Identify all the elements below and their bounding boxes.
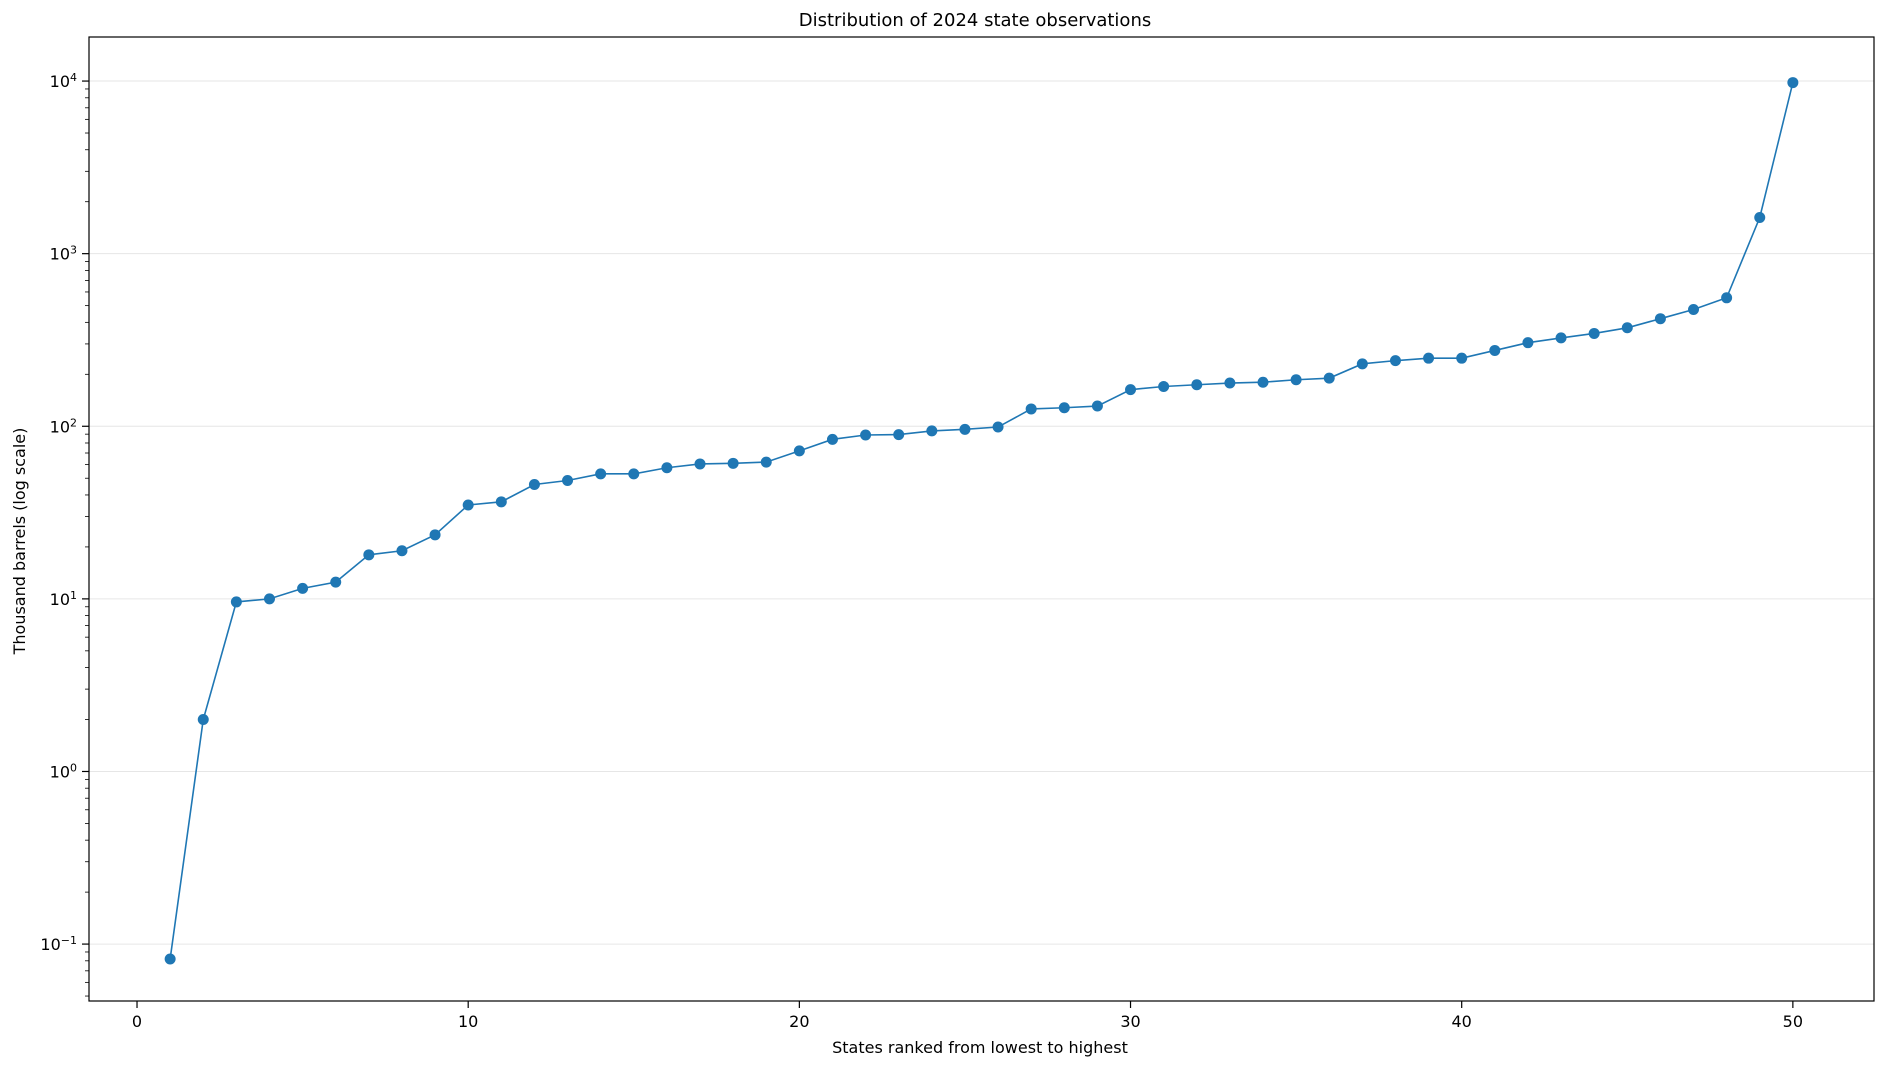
data-point <box>363 549 375 561</box>
data-point <box>793 445 805 457</box>
data-point <box>396 545 408 557</box>
x-tick-label: 10 <box>458 1012 478 1031</box>
x-tick-label: 20 <box>789 1012 809 1031</box>
data-point <box>661 462 673 474</box>
data-point <box>495 496 507 508</box>
x-axis-label: States ranked from lowest to highest <box>832 1038 1128 1057</box>
y-tick-label: 104 <box>50 71 77 92</box>
data-point <box>1688 303 1700 315</box>
data-point <box>1356 358 1368 370</box>
data-point <box>628 468 640 480</box>
data-point <box>1555 332 1567 344</box>
data-point <box>1456 352 1468 364</box>
data-point <box>1787 77 1799 89</box>
data-point <box>1125 384 1137 396</box>
data-point <box>1654 313 1666 325</box>
data-point <box>263 593 275 605</box>
data-point <box>1025 403 1037 415</box>
data-point <box>1389 355 1401 367</box>
data-point <box>1754 212 1766 224</box>
data-point <box>197 714 209 726</box>
data-point <box>1158 380 1170 392</box>
chart-title: Distribution of 2024 state observations <box>799 10 1152 31</box>
y-tick-label: 102 <box>50 416 77 437</box>
data-point <box>462 499 474 511</box>
data-point <box>330 576 342 588</box>
data-point <box>1290 374 1302 386</box>
data-point <box>1323 372 1335 384</box>
data-point <box>1423 352 1435 364</box>
data-point <box>992 421 1004 433</box>
data-point <box>860 429 872 441</box>
series-layer <box>164 77 1799 965</box>
x-tick-label: 50 <box>1783 1012 1803 1031</box>
data-point <box>1091 400 1103 412</box>
data-point <box>1522 337 1534 349</box>
data-point <box>959 423 971 435</box>
x-tick-label: 40 <box>1452 1012 1472 1031</box>
x-tick-label: 30 <box>1120 1012 1140 1031</box>
data-point <box>230 596 242 608</box>
data-point <box>1621 322 1633 334</box>
data-point <box>1191 379 1203 391</box>
data-point <box>562 475 574 487</box>
data-point <box>528 478 540 490</box>
grid-layer <box>89 80 1874 945</box>
data-point <box>164 953 176 965</box>
plot-frame <box>88 36 1875 1002</box>
y-tick-label: 10−1 <box>40 934 77 955</box>
data-point <box>1257 376 1269 388</box>
data-point <box>1588 327 1600 339</box>
data-point <box>826 433 838 445</box>
data-point <box>893 429 905 441</box>
y-tick-label: 101 <box>50 588 77 609</box>
data-point <box>760 456 772 468</box>
data-point <box>694 458 706 470</box>
x-tick-label: 0 <box>132 1012 142 1031</box>
axis-layer: 10−1 100 101 102 103 104 0 10 20 30 40 50 <box>40 71 1803 1031</box>
data-point <box>1224 377 1236 389</box>
data-point <box>1721 292 1733 304</box>
series-line <box>169 82 1794 960</box>
data-point <box>926 425 938 437</box>
data-point <box>595 468 607 480</box>
data-point <box>297 582 309 594</box>
y-tick-label: 103 <box>50 243 77 264</box>
data-point <box>727 457 739 469</box>
data-point <box>429 529 441 541</box>
data-point <box>1058 402 1070 414</box>
y-axis-label: Thousand barrels (log scale) <box>10 428 29 656</box>
y-tick-label: 100 <box>50 761 77 782</box>
data-point <box>1489 344 1501 356</box>
